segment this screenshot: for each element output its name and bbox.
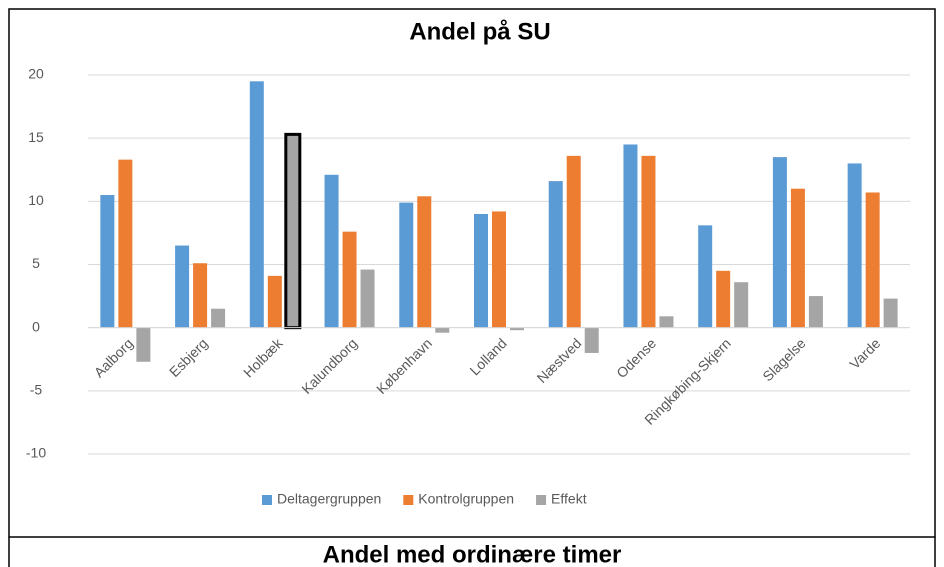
- bar: [548, 181, 563, 328]
- bar: [435, 327, 450, 333]
- bar: [175, 245, 190, 328]
- y-tick-label: 20: [28, 66, 44, 82]
- bar: [399, 202, 414, 328]
- legend-label: Deltagergruppen: [277, 491, 381, 507]
- bar: [883, 298, 898, 328]
- next-chart-title: Andel med ordinære timer: [323, 541, 622, 567]
- y-tick-label: 5: [32, 255, 40, 271]
- bar: [659, 316, 674, 328]
- bar: [623, 144, 638, 328]
- legend-label: Effekt: [551, 491, 587, 507]
- bar: [716, 270, 731, 328]
- y-tick-label: 10: [28, 192, 44, 208]
- bar: [100, 195, 115, 328]
- bar: [284, 132, 302, 330]
- bar: [360, 269, 375, 328]
- bar: [510, 327, 524, 331]
- bar: [772, 157, 787, 328]
- bar: [865, 192, 880, 328]
- bar: [417, 196, 432, 328]
- bar: [193, 263, 208, 328]
- bar: [211, 308, 226, 328]
- bar: [584, 327, 599, 353]
- bar: [324, 174, 339, 328]
- y-tick-label: -10: [26, 445, 46, 461]
- bar: [267, 275, 282, 328]
- chart-title: Andel på SU: [409, 18, 550, 45]
- legend-swatch: [262, 495, 272, 505]
- bar: [790, 188, 805, 328]
- bar: [808, 296, 823, 328]
- bar: [249, 81, 264, 328]
- bar: [492, 211, 506, 328]
- legend-swatch: [536, 495, 547, 505]
- y-tick-label: -5: [30, 382, 43, 398]
- bar: [698, 225, 713, 328]
- bar: [641, 155, 656, 328]
- legend-swatch: [403, 495, 414, 505]
- bar: [118, 159, 133, 328]
- y-tick-label: 15: [28, 129, 44, 145]
- legend-label: Kontrolgruppen: [418, 491, 514, 507]
- bar: [847, 163, 862, 328]
- y-tick-label: 0: [32, 318, 40, 334]
- bar: [474, 213, 488, 328]
- bar: [342, 231, 357, 328]
- bar: [566, 155, 581, 328]
- bar: [734, 282, 749, 328]
- bar: [136, 327, 151, 362]
